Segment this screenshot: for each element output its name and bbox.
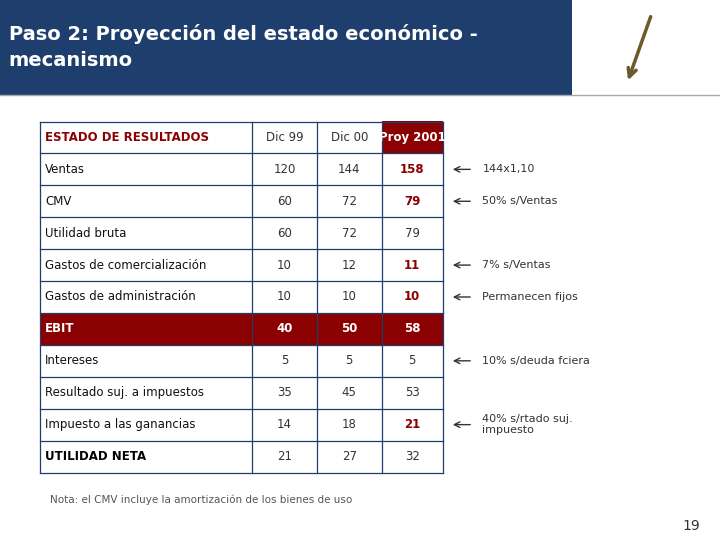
Text: ESTADO DE RESULTADOS: ESTADO DE RESULTADOS	[45, 131, 210, 144]
Text: 10: 10	[277, 291, 292, 303]
Text: 79: 79	[405, 227, 420, 240]
Text: Gastos de comercialización: Gastos de comercialización	[45, 259, 207, 272]
Text: 72: 72	[342, 195, 356, 208]
Text: 72: 72	[342, 227, 356, 240]
Text: CMV: CMV	[45, 195, 72, 208]
Text: 12: 12	[342, 259, 356, 272]
Text: 45: 45	[342, 386, 356, 399]
Text: Permanecen fijos: Permanecen fijos	[482, 292, 578, 302]
Text: Dic 00: Dic 00	[330, 131, 368, 144]
Text: 5: 5	[346, 354, 353, 367]
Text: mecanismo: mecanismo	[9, 51, 132, 70]
Text: 5: 5	[408, 354, 416, 367]
Text: 50% s/Ventas: 50% s/Ventas	[482, 196, 558, 206]
Text: 10: 10	[342, 291, 356, 303]
Text: Dic 99: Dic 99	[266, 131, 303, 144]
Text: 40: 40	[276, 322, 292, 335]
Text: 60: 60	[277, 227, 292, 240]
Text: 120: 120	[273, 163, 296, 176]
Text: 10% s/deuda fciera: 10% s/deuda fciera	[482, 356, 590, 366]
Text: 50: 50	[341, 322, 357, 335]
Text: Intereses: Intereses	[45, 354, 100, 367]
Text: 32: 32	[405, 450, 420, 463]
Text: 10: 10	[277, 259, 292, 272]
Text: 21: 21	[277, 450, 292, 463]
Text: EBIT: EBIT	[45, 322, 75, 335]
Text: 21: 21	[404, 418, 420, 431]
Text: 14: 14	[277, 418, 292, 431]
Text: Ventas: Ventas	[45, 163, 86, 176]
Text: 27: 27	[342, 450, 356, 463]
Text: Utilidad bruta: Utilidad bruta	[45, 227, 127, 240]
Text: 40% s/rtado suj.
impuesto: 40% s/rtado suj. impuesto	[482, 414, 573, 435]
Text: 10: 10	[404, 291, 420, 303]
Text: 158: 158	[400, 163, 425, 176]
Text: Resultado suj. a impuestos: Resultado suj. a impuestos	[45, 386, 204, 399]
Text: Impuesto a las ganancias: Impuesto a las ganancias	[45, 418, 196, 431]
Text: Proy 2001: Proy 2001	[379, 131, 446, 144]
Text: Gastos de administración: Gastos de administración	[45, 291, 196, 303]
Text: 79: 79	[404, 195, 420, 208]
Text: 58: 58	[404, 322, 420, 335]
Text: 5: 5	[281, 354, 288, 367]
Text: 144x1,10: 144x1,10	[482, 164, 535, 174]
Text: Paso 2: Proyección del estado económico -: Paso 2: Proyección del estado económico …	[9, 24, 477, 44]
Text: 19: 19	[683, 519, 700, 534]
Text: 144: 144	[338, 163, 361, 176]
Text: 11: 11	[404, 259, 420, 272]
Text: 18: 18	[342, 418, 356, 431]
Text: 53: 53	[405, 386, 420, 399]
Text: 60: 60	[277, 195, 292, 208]
Text: UTILIDAD NETA: UTILIDAD NETA	[45, 450, 146, 463]
Text: 35: 35	[277, 386, 292, 399]
Text: Nota: el CMV incluye la amortización de los bienes de uso: Nota: el CMV incluye la amortización de …	[50, 494, 353, 505]
Text: 7% s/Ventas: 7% s/Ventas	[482, 260, 551, 270]
